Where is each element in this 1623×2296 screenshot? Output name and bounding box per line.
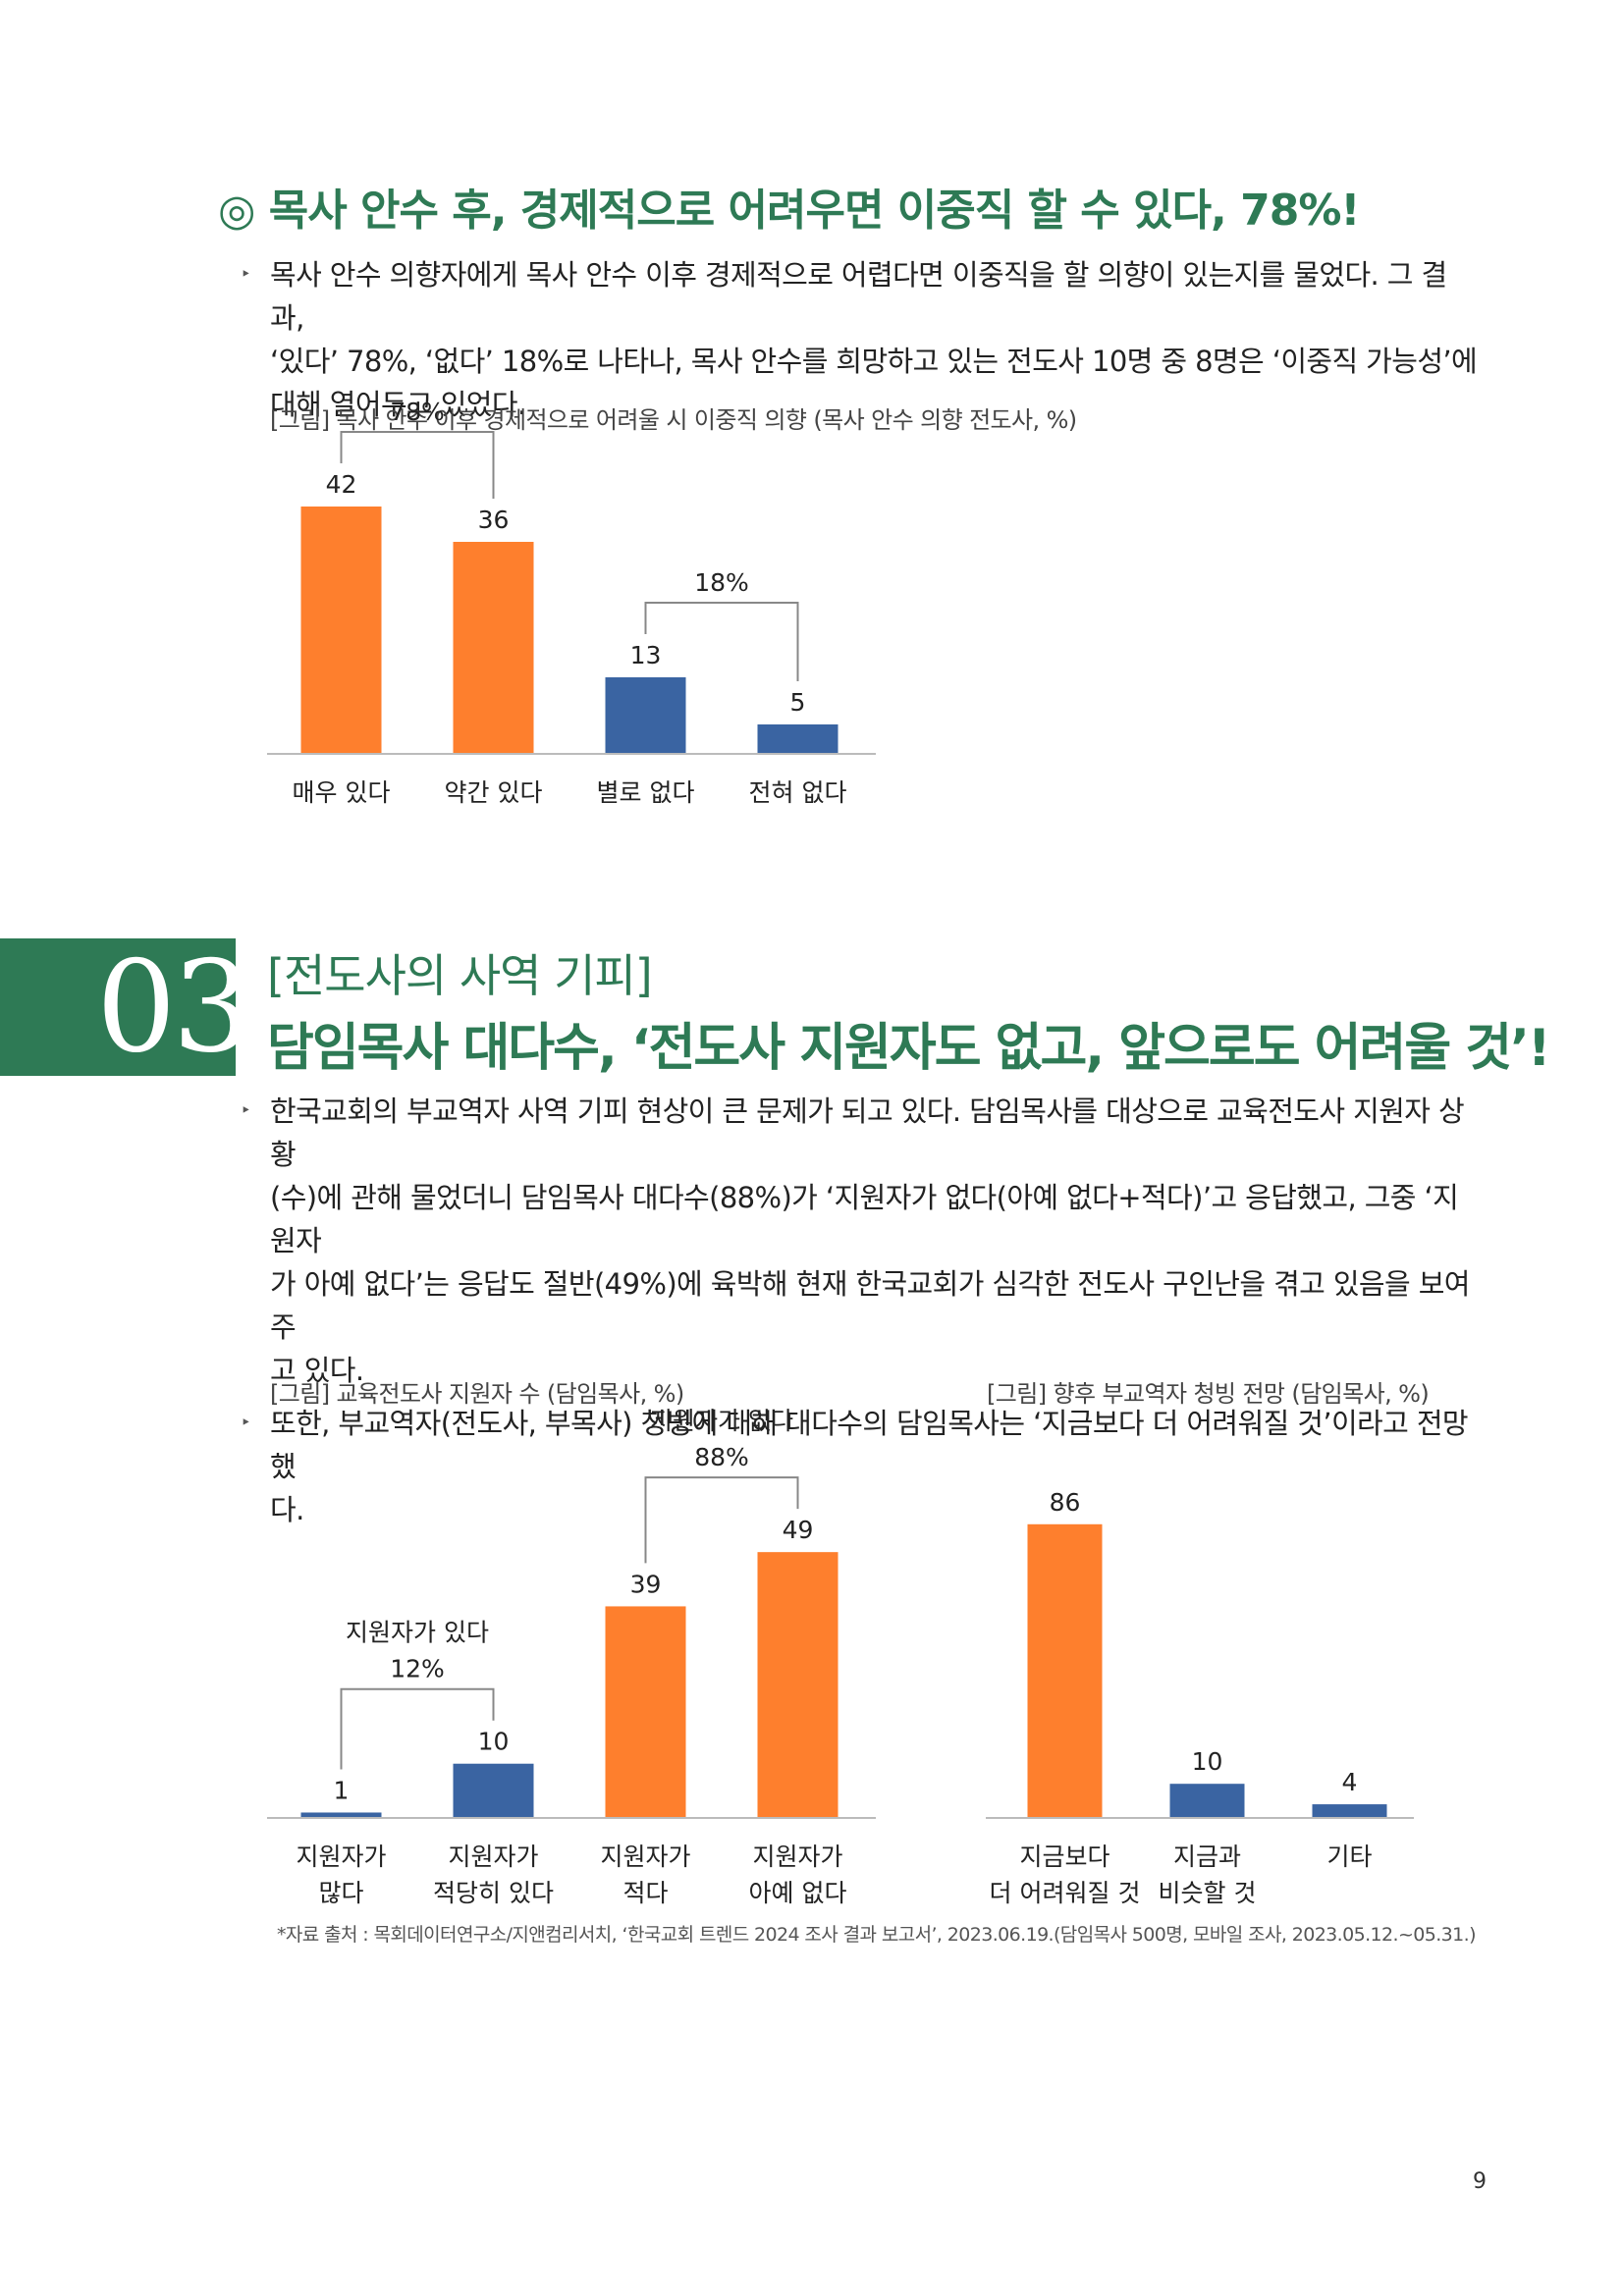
bar <box>757 1552 839 1818</box>
bar <box>1027 1523 1103 1818</box>
category-label: 더 어려워질 것 <box>990 1879 1141 1907</box>
category-label: 적다 <box>622 1879 668 1907</box>
bar <box>453 1763 534 1818</box>
bullet-list: ‣ 목사 안수 의향자에게 목사 안수 이후 경제적으로 어렵다면 이중직을 할… <box>241 253 1480 426</box>
figure-caption: [그림] 교육전도사 지원자 수 (담임목사, %) <box>270 1380 684 1408</box>
bullet-line: 다. <box>270 1493 304 1526</box>
data-label: 42 <box>326 470 357 499</box>
category-label: 지금보다 <box>1019 1842 1109 1871</box>
source-note: *자료 출처 : 목회데이터연구소/지앤컴리서치, ‘한국교회 트렌드 2024… <box>277 1924 1477 1946</box>
section-number: 03 <box>96 934 252 1081</box>
category-label: 많다 <box>318 1879 363 1907</box>
figure-caption: [그림] 향후 부교역자 청빙 전망 (담임목사, %) <box>987 1380 1430 1408</box>
data-label: 1 <box>334 1776 350 1804</box>
data-label: 13 <box>630 641 662 669</box>
intent-bar-chart: 42 매우 있다 36 약간 있다 13 별로 없다 5 전혀 없다 78% 18% <box>267 398 876 807</box>
data-label: 10 <box>1192 1747 1223 1776</box>
bar <box>300 1812 382 1818</box>
bullet-paragraph: ‣ 한국교회의 부교역자 사역 기피 현상이 큰 문제가 되고 있다. 담임목사… <box>241 1090 1480 1392</box>
bracket-line <box>644 602 799 681</box>
data-label: 5 <box>790 688 806 717</box>
bar <box>453 542 534 754</box>
bracket-label: 지원자가 없다 <box>650 1407 793 1435</box>
category-label: 적당히 있다 <box>433 1879 554 1907</box>
section-number-box <box>0 938 236 1076</box>
bracket-line <box>340 1687 495 1770</box>
category-label: 전혀 없다 <box>749 778 847 807</box>
bracket-label: 지원자가 있다 <box>346 1619 489 1647</box>
category-label: 별로 없다 <box>597 778 695 807</box>
category-label: 약간 있다 <box>445 778 543 807</box>
bullet-line: 한국교회의 부교역자 사역 기피 현상이 큰 문제가 되고 있다. 담임목사를 … <box>270 1095 1465 1171</box>
bullet-marker-icon: ‣ <box>241 1100 251 1121</box>
bracket-label: 88% <box>694 1443 749 1471</box>
category-label: 비슷할 것 <box>1159 1879 1257 1907</box>
bracket-label: 12% <box>390 1655 445 1683</box>
bullet-line: 고 있다. <box>270 1354 364 1387</box>
bullet-line: (수)에 관해 물었더니 담임목사 대다수(88%)가 ‘지원자가 없다(아예 … <box>270 1181 1459 1257</box>
data-label: 10 <box>478 1728 510 1756</box>
bullet-line: 또한, 부교역자(전도사, 부목사) 청빙에 대해 대다수의 담임목사는 ‘지금… <box>270 1407 1469 1483</box>
category-label: 지원자가 <box>752 1842 842 1871</box>
bracket-label: 78% <box>390 398 445 426</box>
page-number: 9 <box>1473 2169 1487 2194</box>
category-label: 지원자가 <box>296 1842 386 1871</box>
bullet-line: 목사 안수 의향자에게 목사 안수 이후 경제적으로 어렵다면 이중직을 할 의… <box>270 258 1447 335</box>
category-label: 기타 <box>1326 1842 1372 1871</box>
section-subtitle: [전도사의 사역 기피] <box>267 949 653 1002</box>
bracket-line <box>340 431 495 499</box>
section-heading: ◎ 목사 안수 후, 경제적으로 어려우면 이중직 할 수 있다, 78%! <box>218 186 1360 236</box>
bar <box>605 1606 686 1818</box>
bullet-paragraph: ‣ 또한, 부교역자(전도사, 부목사) 청빙에 대해 대다수의 담임목사는 ‘… <box>241 1402 1480 1531</box>
bracket-line <box>644 1476 799 1564</box>
bar <box>1312 1804 1387 1818</box>
bullet-marker-icon: ‣ <box>241 264 251 285</box>
bracket-label: 18% <box>694 568 749 597</box>
bullet-paragraph: ‣ 목사 안수 의향자에게 목사 안수 이후 경제적으로 어렵다면 이중직을 할… <box>241 253 1480 426</box>
section-title: 담임목사 대다수, ‘전도사 지원자도 없고, 앞으로도 어려울 것’! <box>267 1019 1551 1078</box>
bullet-line: ‘있다’ 78%, ‘없다’ 18%로 나타나, 목사 안수를 희망하고 있는 … <box>270 345 1478 378</box>
data-label: 49 <box>783 1516 814 1544</box>
bullet-line: 가 아예 없다’는 응답도 절반(49%)에 육박해 현재 한국교회가 심각한 … <box>270 1267 1470 1344</box>
bar <box>605 677 686 754</box>
bar <box>300 507 382 754</box>
bar <box>1169 1784 1245 1818</box>
category-label: 지원자가 <box>600 1842 690 1871</box>
category-label: 아예 없다 <box>749 1879 847 1907</box>
figure-caption: [그림] 목사 안수 이후 경제적으로 어려울 시 이중직 의향 (목사 안수 … <box>270 406 1077 434</box>
bullet-line: 대해 열어두고 있었다. <box>270 388 526 421</box>
category-label: 매우 있다 <box>293 778 391 807</box>
bullet-marker-icon: ‣ <box>241 1413 251 1433</box>
bullet-list: ‣ 한국교회의 부교역자 사역 기피 현상이 큰 문제가 되고 있다. 담임목사… <box>241 1090 1480 1531</box>
data-label: 86 <box>1050 1488 1081 1517</box>
bar <box>757 724 839 754</box>
category-label: 지금과 <box>1173 1842 1241 1871</box>
data-label: 4 <box>1342 1768 1358 1796</box>
category-label: 지원자가 <box>448 1842 538 1871</box>
data-label: 39 <box>630 1570 662 1598</box>
data-label: 36 <box>478 506 510 534</box>
